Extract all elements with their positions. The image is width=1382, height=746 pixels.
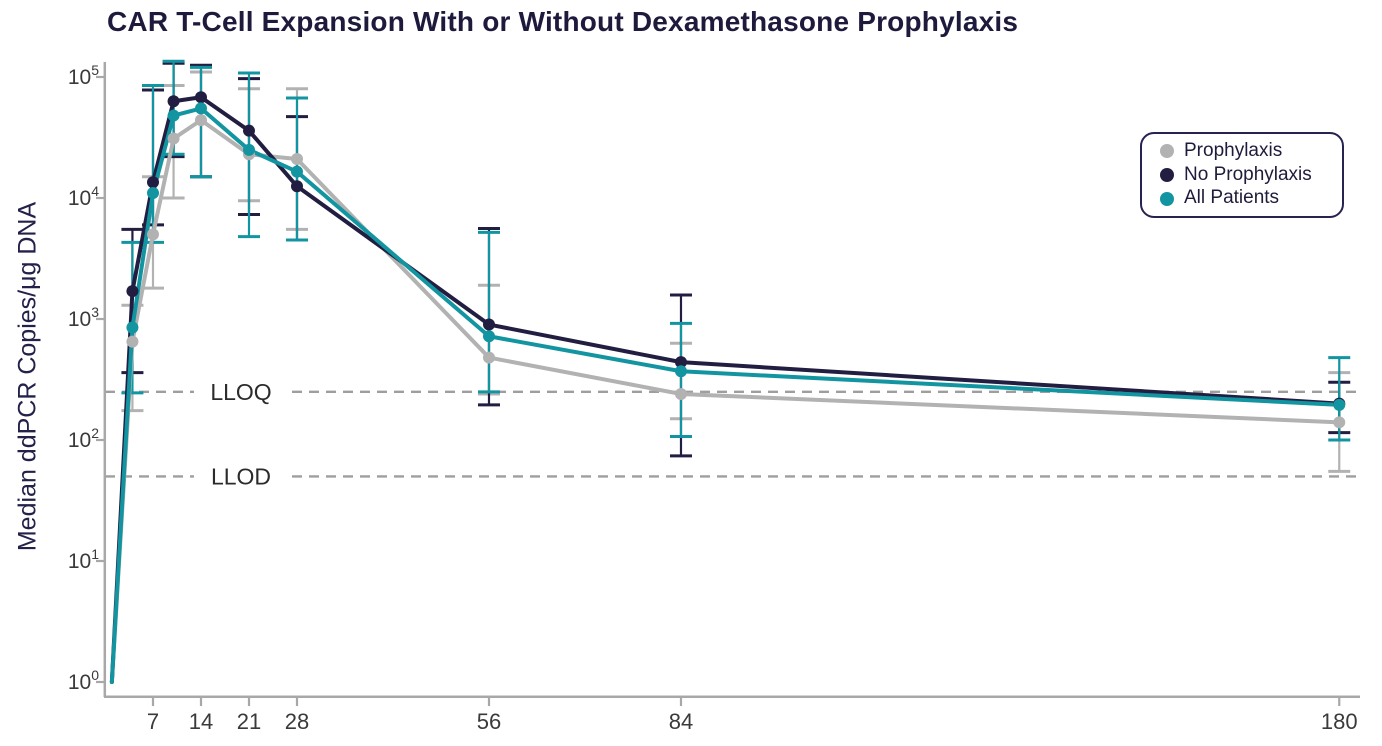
y-tick-label: 102: [68, 425, 99, 452]
data-point-no-prophylaxis: [146, 176, 159, 189]
legend-label: Prophylaxis: [1184, 139, 1283, 161]
y-tick-label: 103: [68, 304, 99, 331]
x-tick-label: 180: [1321, 709, 1358, 734]
data-point-prophylaxis: [1333, 416, 1346, 429]
data-point-all-patients: [1333, 398, 1346, 411]
data-point-prophylaxis: [146, 228, 159, 241]
lloq-label: LLOQ: [210, 379, 271, 405]
data-point-no-prophylaxis: [242, 124, 255, 137]
x-tick-label: 84: [669, 709, 693, 734]
data-point-all-patients: [126, 321, 139, 334]
data-point-no-prophylaxis: [126, 285, 139, 298]
chart-title: CAR T-Cell Expansion With or Without Dex…: [107, 6, 1019, 37]
data-point-prophylaxis: [482, 351, 495, 364]
data-point-prophylaxis: [674, 387, 687, 400]
legend-label: No Prophylaxis: [1184, 163, 1312, 185]
y-tick-label: 101: [68, 546, 99, 573]
x-tick-label: 14: [189, 709, 213, 734]
legend-dot-icon: [1160, 191, 1174, 206]
data-point-prophylaxis: [167, 132, 180, 145]
data-point-no-prophylaxis: [674, 356, 687, 369]
data-point-prophylaxis: [290, 153, 303, 166]
y-tick-label: 105: [68, 62, 99, 89]
llod-label: LLOD: [211, 463, 271, 489]
data-point-no-prophylaxis: [194, 91, 207, 104]
ref-label-bg-llod: [194, 461, 288, 492]
y-axis-title: Median ddPCR Copies/μg DNA: [13, 201, 42, 552]
x-tick-label: 21: [237, 709, 261, 734]
data-point-no-prophylaxis: [290, 180, 303, 193]
legend-item-all-patients: All Patients: [1160, 188, 1342, 209]
data-point-all-patients: [146, 186, 159, 199]
data-point-prophylaxis: [194, 114, 207, 127]
legend-label: All Patients: [1184, 187, 1280, 209]
x-tick-label: 56: [477, 709, 501, 734]
data-point-no-prophylaxis: [482, 318, 495, 331]
y-tick-label: 104: [68, 183, 99, 210]
x-tick-label: 28: [285, 709, 309, 734]
legend: Prophylaxis No Prophylaxis All Patients: [1140, 132, 1344, 218]
data-point-all-patients: [482, 330, 495, 343]
legend-item-prophylaxis: Prophylaxis: [1160, 139, 1342, 162]
data-point-all-patients: [242, 143, 255, 156]
legend-dot-icon: [1160, 167, 1174, 182]
x-tick-label: 7: [147, 709, 159, 734]
legend-item-no-prophylaxis: No Prophylaxis: [1160, 163, 1342, 186]
data-point-all-patients: [290, 165, 303, 178]
data-point-all-patients: [194, 102, 207, 115]
series-line-no-prophylaxis: [109, 95, 1342, 684]
y-tick-label: 100: [68, 667, 99, 694]
series-line-prophylaxis: [109, 118, 1342, 684]
data-point-all-patients: [167, 109, 180, 122]
data-point-all-patients: [674, 365, 687, 378]
data-point-prophylaxis: [126, 335, 139, 348]
ref-label-bg-lloq: [194, 376, 288, 407]
series-line-all-patients: [109, 106, 1342, 684]
data-point-no-prophylaxis: [167, 95, 180, 108]
legend-dot-icon: [1160, 144, 1174, 159]
